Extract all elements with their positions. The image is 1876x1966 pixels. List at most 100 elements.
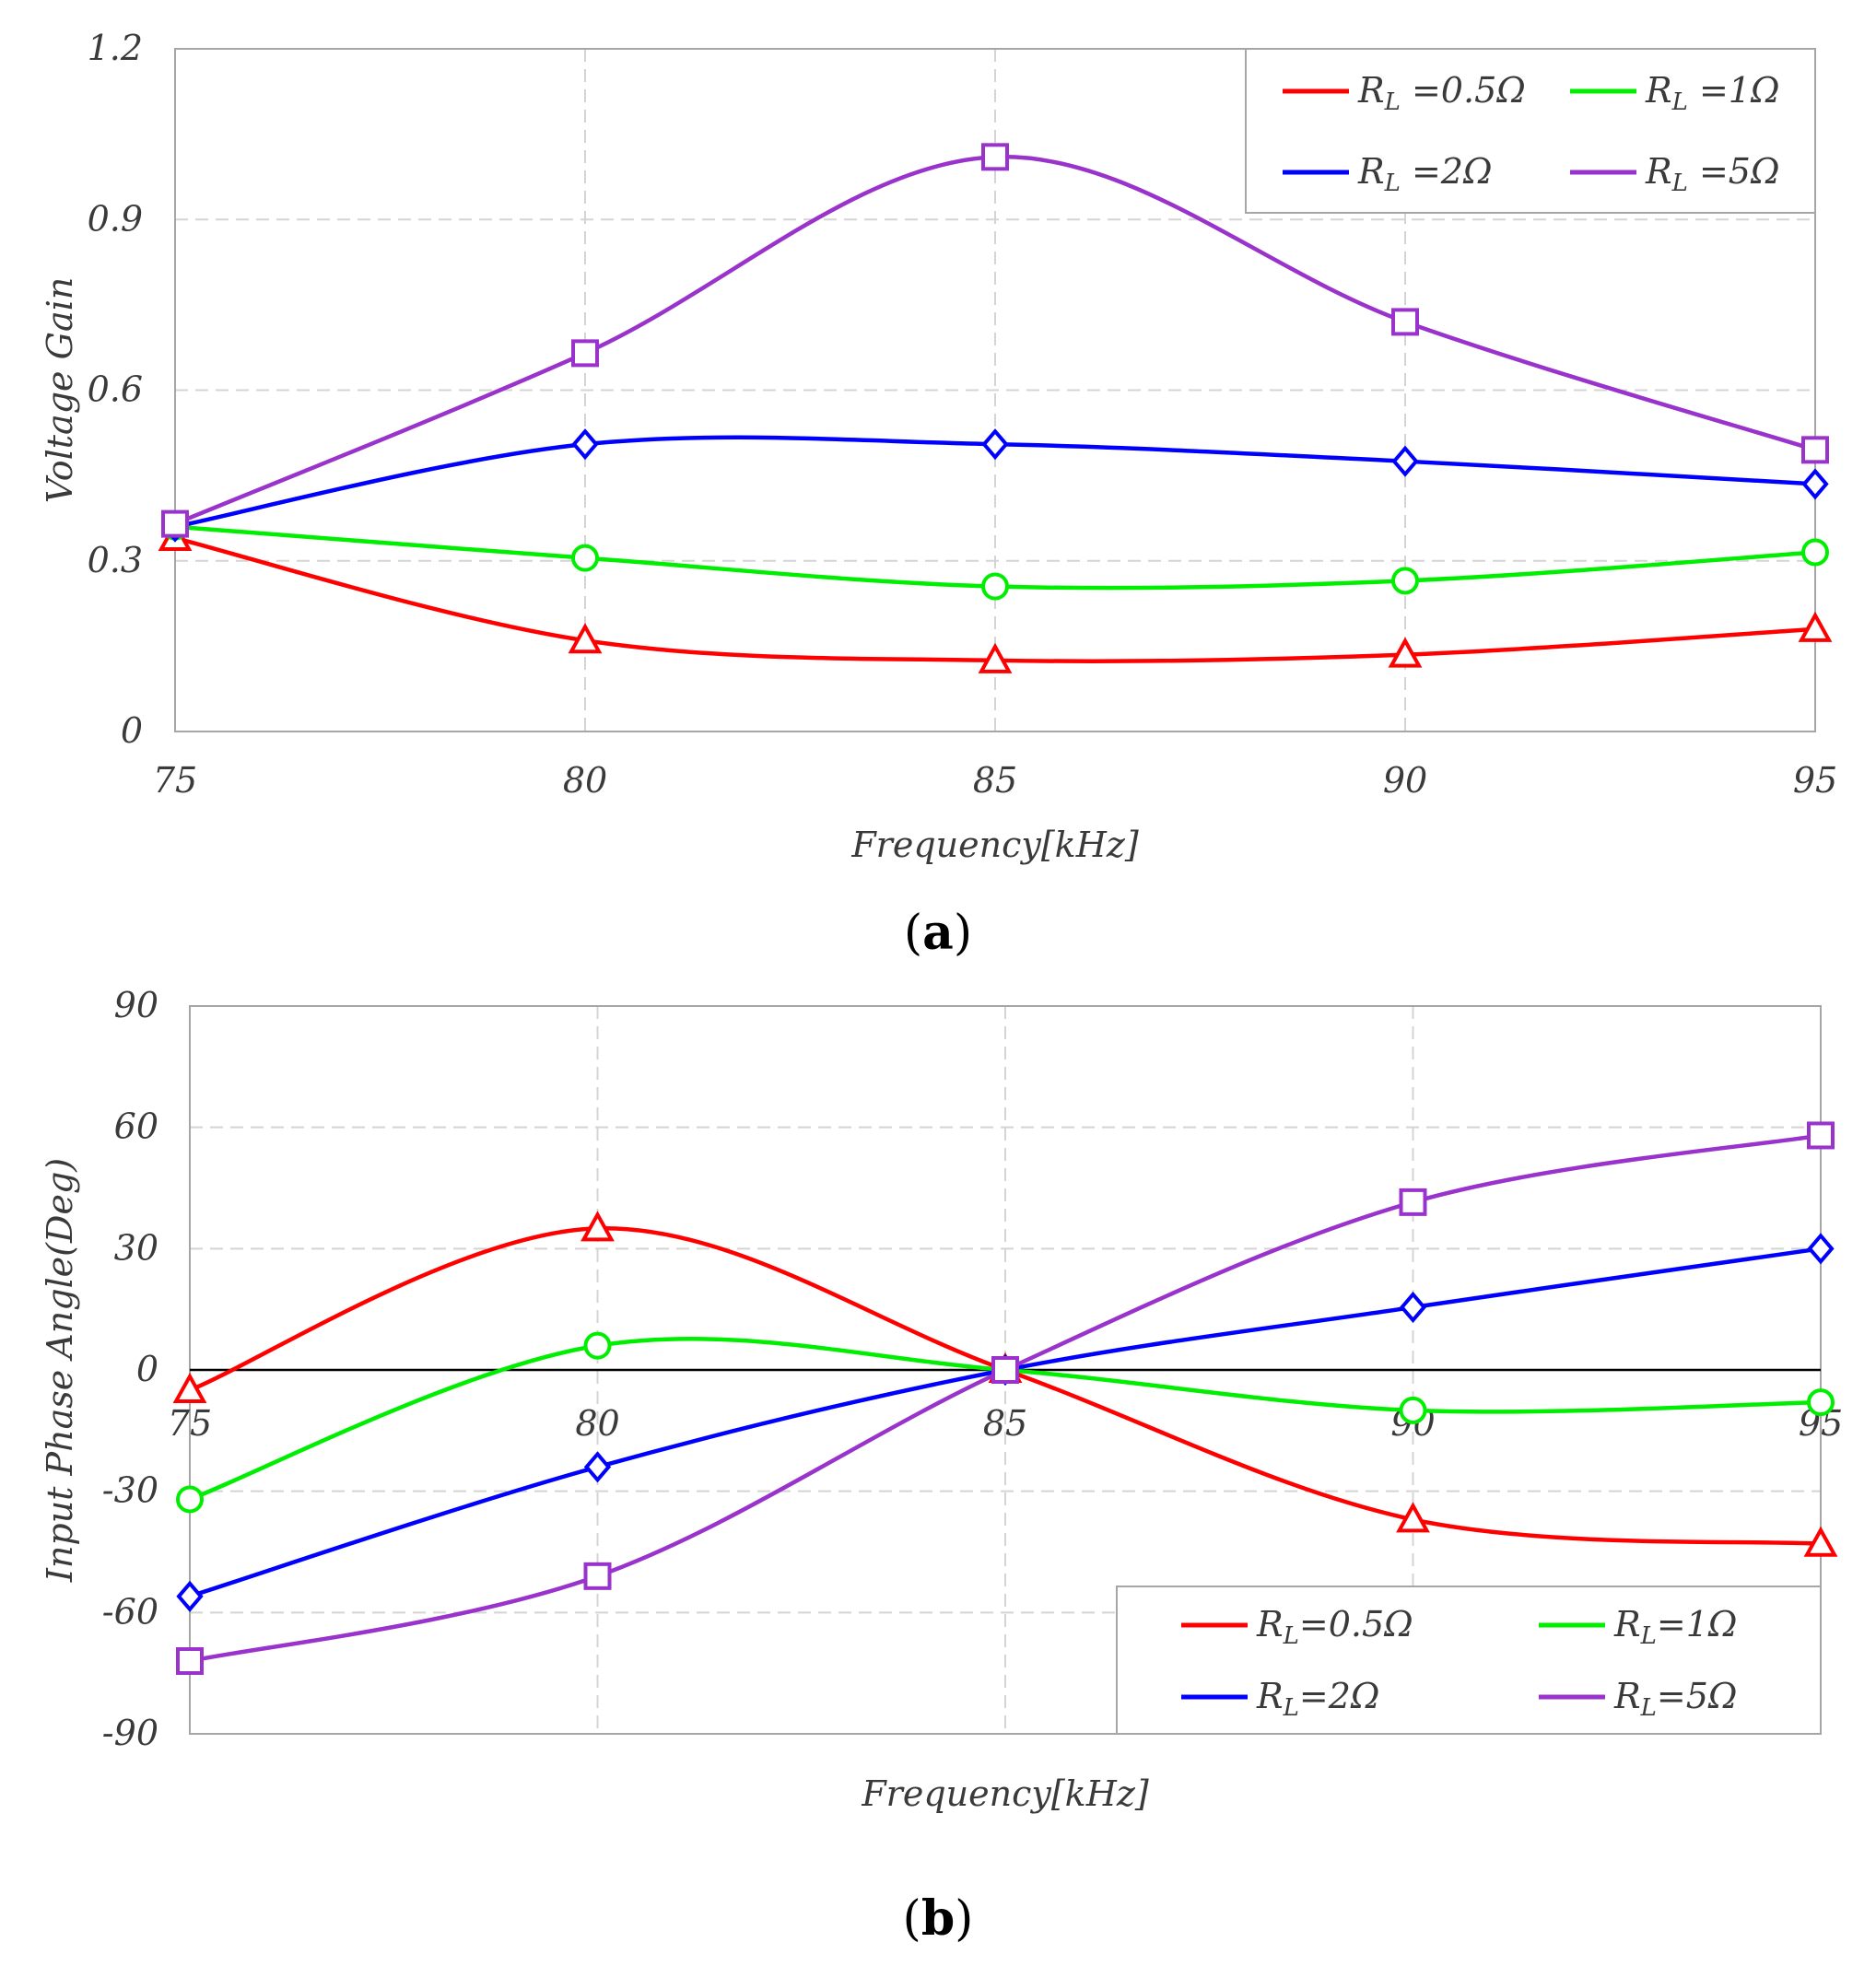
legend-label-tail: =2Ω	[1401, 151, 1493, 192]
data-point-circle	[583, 1331, 612, 1360]
data-point-square	[1391, 308, 1419, 336]
legend-label-base: R	[1645, 70, 1672, 111]
data-point-triangle	[1396, 1502, 1430, 1533]
data-point-square	[176, 1647, 204, 1675]
legend-label-tail: =2Ω	[1299, 1676, 1380, 1716]
x-axis-label: Frequency[kHz]	[861, 1773, 1149, 1814]
caption-a: (a)	[904, 905, 972, 961]
data-point-diamond	[1399, 1291, 1427, 1324]
caption-b: (b)	[903, 1890, 974, 1947]
data-point-triangle	[568, 623, 603, 654]
data-point-circle	[176, 1485, 204, 1514]
legend-label: RL=1Ω	[1613, 1604, 1737, 1650]
data-point-triangle	[1803, 1526, 1838, 1557]
legend-label-sub: L	[1671, 88, 1688, 116]
legend-item: RL =5Ω	[1570, 151, 1780, 197]
x-tick-label: 80	[575, 1403, 619, 1444]
x-tick-label: 85	[973, 760, 1017, 801]
legend-label: RL =1Ω	[1645, 70, 1780, 116]
legend-label-sub: L	[1640, 1694, 1657, 1722]
data-point-triangle	[580, 1211, 615, 1242]
data-point-square	[1807, 1121, 1835, 1150]
legend-box	[1245, 48, 1816, 214]
legend-label-base: R	[1256, 1604, 1284, 1644]
legend-label-tail: =0.5Ω	[1401, 70, 1526, 111]
legend-label-sub: L	[1384, 170, 1401, 197]
data-point-triangle	[978, 642, 1013, 673]
x-tick-label: 75	[168, 1403, 212, 1444]
y-tick-label: 90	[114, 985, 158, 1025]
legend-label-sub: L	[1283, 1694, 1299, 1722]
legend-item: RL =0.5Ω	[1283, 70, 1526, 116]
legend-label-tail: =0.5Ω	[1299, 1604, 1413, 1644]
legend-label: RL =5Ω	[1645, 151, 1780, 197]
y-tick-label: 0	[121, 710, 143, 751]
legend-label-base: R	[1256, 1676, 1284, 1716]
legend-label: RL=5Ω	[1613, 1676, 1737, 1722]
legend-label-tail: =5Ω	[1688, 151, 1780, 192]
data-point-circle	[1801, 538, 1829, 567]
legend-label-base: R	[1613, 1676, 1641, 1716]
y-tick-label: 0	[136, 1349, 158, 1389]
legend-item: RL=1Ω	[1539, 1604, 1737, 1650]
legend-label-base: R	[1645, 151, 1672, 192]
y-tick-label: 0.9	[88, 198, 143, 239]
data-point-diamond	[583, 1451, 612, 1483]
legend-label-base: R	[1613, 1604, 1641, 1644]
plot-frame	[174, 48, 1816, 732]
legend-label-sub: L	[1640, 1622, 1657, 1650]
data-point-triangle	[1798, 611, 1833, 642]
x-tick-label: 80	[563, 760, 607, 801]
y-tick-label: 0.6	[88, 369, 143, 410]
chart-b: -90-60-3003060907580859095Frequency[kHz]…	[40, 985, 1843, 1814]
y-tick-label: 0.3	[88, 540, 143, 580]
series-1	[161, 512, 1829, 601]
y-tick-label: 30	[114, 1227, 158, 1268]
y-tick-label: 60	[114, 1106, 158, 1147]
data-point-diamond	[1807, 1233, 1835, 1265]
data-point-circle	[571, 544, 599, 572]
data-point-circle	[1807, 1388, 1835, 1417]
legend-label-tail: =1Ω	[1657, 1604, 1738, 1644]
legend-label-sub: L	[1384, 88, 1401, 116]
data-point-square	[981, 143, 1009, 171]
x-tick-label: 90	[1383, 760, 1427, 801]
legend-label: RL=2Ω	[1256, 1676, 1379, 1722]
legend-label: RL=0.5Ω	[1256, 1604, 1413, 1650]
data-point-circle	[1399, 1396, 1427, 1424]
data-point-circle	[1391, 567, 1419, 595]
legend-item: RL =2Ω	[1283, 151, 1493, 197]
data-point-circle	[981, 572, 1009, 601]
y-tick-label: 1.2	[88, 28, 143, 68]
series-3	[176, 1121, 1835, 1675]
data-point-square	[571, 339, 599, 368]
legend-item: RL =1Ω	[1570, 70, 1780, 116]
data-point-diamond	[571, 428, 599, 461]
legend-label: RL =2Ω	[1357, 151, 1493, 197]
data-point-square	[991, 1356, 1019, 1384]
data-point-triangle	[1388, 637, 1423, 668]
y-axis-label: Voltage Gain	[40, 277, 80, 503]
legend-label-sub: L	[1671, 170, 1688, 197]
data-point-square	[1801, 436, 1829, 464]
data-point-diamond	[1391, 445, 1419, 477]
legend-box	[1116, 1586, 1822, 1735]
legend-item: RL=5Ω	[1539, 1676, 1737, 1722]
chart-a: 0 0.3 0.6 0.9 1.2 75 80 85 90 95 Frequency[kHz] Vol…	[40, 28, 1837, 865]
data-point-triangle	[172, 1372, 207, 1403]
y-axis-label: Input Phase Angle(Deg)	[40, 1158, 80, 1583]
legend-label-tail: =1Ω	[1688, 70, 1780, 111]
legend-label-base: R	[1357, 70, 1385, 111]
data-point-diamond	[176, 1580, 204, 1612]
x-tick-label: 95	[1793, 760, 1837, 801]
series-0	[158, 520, 1833, 673]
data-point-square	[161, 509, 189, 538]
x-axis-label: Frequency[kHz]	[850, 825, 1139, 865]
data-point-diamond	[1801, 468, 1829, 500]
series-2	[161, 428, 1829, 543]
x-tick-label: 75	[153, 760, 197, 801]
legend-label-base: R	[1357, 151, 1385, 192]
